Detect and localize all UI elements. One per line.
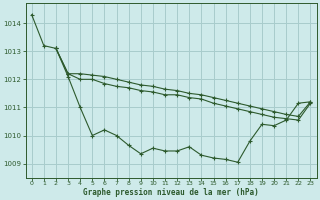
- X-axis label: Graphe pression niveau de la mer (hPa): Graphe pression niveau de la mer (hPa): [83, 188, 259, 197]
